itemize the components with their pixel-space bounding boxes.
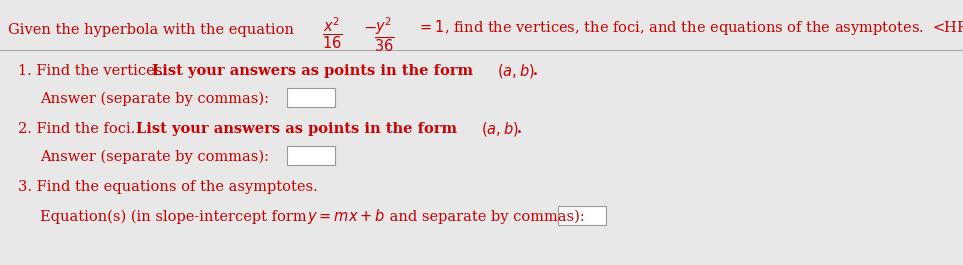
Text: 2. Find the foci.: 2. Find the foci. xyxy=(18,122,140,136)
Text: $(a, b)$: $(a, b)$ xyxy=(497,61,534,80)
FancyBboxPatch shape xyxy=(287,88,335,107)
Text: Equation(s) (in slope-intercept form: Equation(s) (in slope-intercept form xyxy=(40,210,311,224)
Text: 1. Find the vertices.: 1. Find the vertices. xyxy=(18,64,171,78)
Text: .: . xyxy=(517,122,522,136)
Text: Answer (separate by commas):: Answer (separate by commas): xyxy=(40,150,269,164)
Text: $= 1$, find the vertices, the foci, and the equations of the asymptotes.  <HR>: $= 1$, find the vertices, the foci, and … xyxy=(417,18,963,37)
FancyBboxPatch shape xyxy=(558,206,606,225)
Text: $-$: $-$ xyxy=(363,19,377,36)
Text: List your answers as points in the form: List your answers as points in the form xyxy=(152,64,478,78)
Text: $\dfrac{y^2}{36}$: $\dfrac{y^2}{36}$ xyxy=(374,16,395,54)
Text: Given the hyperbola with the equation: Given the hyperbola with the equation xyxy=(8,23,299,37)
Text: 3. Find the equations of the asymptotes.: 3. Find the equations of the asymptotes. xyxy=(18,180,318,194)
Text: Answer (separate by commas):: Answer (separate by commas): xyxy=(40,92,269,106)
Text: $\dfrac{x^2}{16}$: $\dfrac{x^2}{16}$ xyxy=(322,16,343,51)
FancyBboxPatch shape xyxy=(287,146,335,165)
Text: and separate by commas):: and separate by commas): xyxy=(385,210,585,224)
Text: $y = mx + b$: $y = mx + b$ xyxy=(307,207,385,226)
Text: List your answers as points in the form: List your answers as points in the form xyxy=(136,122,462,136)
Text: .: . xyxy=(533,64,538,78)
Text: $(a, b)$: $(a, b)$ xyxy=(481,120,519,138)
